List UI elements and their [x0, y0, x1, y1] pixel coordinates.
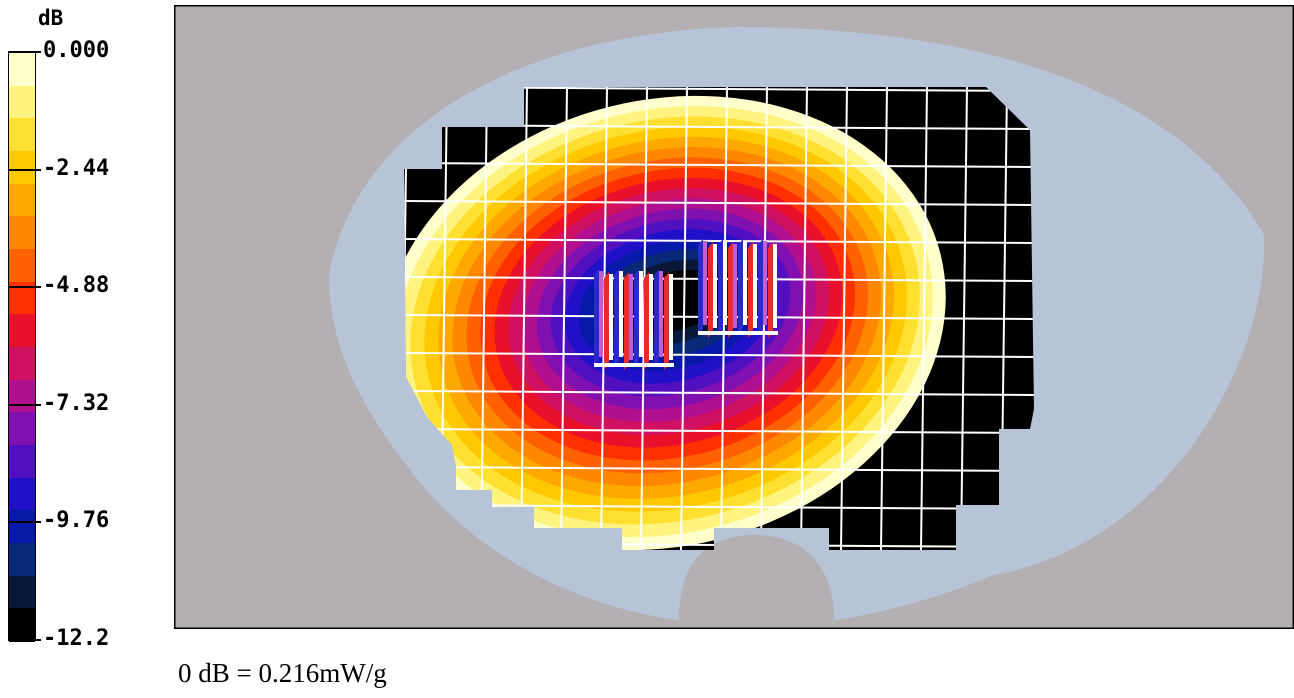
zoom-scan-bar	[758, 239, 763, 335]
zoom-scan-bar	[594, 269, 599, 367]
colorbar-band	[9, 183, 35, 218]
zoom-scan-bar-side	[773, 244, 777, 328]
sar-plot-area	[174, 5, 1294, 629]
colorbar-tick-label: -4.88	[43, 273, 110, 299]
colorbar-tick	[8, 639, 41, 641]
colorbar-band	[9, 445, 35, 479]
colorbar-tick-label: -7.32	[43, 390, 110, 416]
grid-line-horizontal	[404, 162, 1034, 168]
grid-line-horizontal	[404, 200, 1034, 206]
zoom-scan-bar	[634, 269, 639, 367]
sar-distribution-map	[174, 5, 1294, 629]
colorbar-band	[9, 477, 35, 512]
zoom-scan-bar-side	[713, 244, 717, 328]
zoom-scan-bar	[614, 269, 619, 367]
colorbar-band	[9, 118, 35, 152]
colorbar-band	[9, 379, 35, 414]
zoom-scan-bar-side	[763, 241, 767, 325]
reference-level-note: 0 dB = 0.216mW/g	[178, 658, 387, 688]
zoom-scan-bar	[604, 272, 609, 370]
zoom-scan-bar	[644, 272, 649, 370]
colorbar-band	[9, 412, 35, 446]
zoom-scan-bar-side	[599, 271, 603, 357]
grid-line-horizontal	[404, 390, 1034, 396]
zoom-scan-bar-side	[703, 241, 707, 325]
colorbar-tick-label: -2.44	[43, 155, 110, 181]
zoom-scan-base	[698, 331, 778, 335]
colorbar-band	[9, 85, 35, 120]
colorbar-tick-label: -9.76	[43, 508, 110, 534]
zoom-scan-bar-side	[733, 244, 737, 328]
colorbar-tick	[8, 286, 41, 289]
zoom-scan-bar-side	[609, 274, 613, 360]
colorbar-tick-label: 0.000	[43, 38, 110, 63]
grid-line-horizontal	[404, 238, 1034, 244]
colorbar-band	[9, 151, 35, 185]
zoom-scan-bar-side	[743, 241, 747, 325]
colorbar-band	[9, 608, 35, 642]
zoom-scan-bar	[664, 272, 669, 370]
zoom-scan-bar-side	[659, 271, 663, 357]
colorbar-tick	[8, 51, 41, 53]
colorbar-band	[9, 53, 35, 87]
grid-line-horizontal	[404, 428, 1034, 434]
grid-line-horizontal	[404, 352, 1034, 358]
colorbar-legend: dB 0.000 -2.44 -4.88 -7.32 -9.76 -12.2	[0, 0, 160, 660]
colorbar-band	[9, 216, 35, 250]
colorbar-band	[9, 347, 35, 381]
zoom-scan-bar	[624, 272, 629, 370]
zoom-scan-bar	[708, 242, 713, 338]
colorbar-band	[9, 543, 35, 577]
zoom-scan-markers	[594, 239, 778, 370]
colorbar-band	[9, 249, 35, 283]
grid-line-horizontal	[404, 504, 1034, 510]
colorbar-band	[9, 510, 35, 544]
zoom-scan-bar-side	[753, 244, 757, 328]
zoom-scan-bar	[654, 269, 659, 367]
zoom-scan-bar-side	[649, 274, 653, 360]
grid-line-horizontal	[404, 466, 1034, 472]
colorbar-tick	[8, 521, 41, 524]
colorbar	[8, 52, 36, 642]
zoom-scan-bar-side	[639, 271, 643, 357]
zoom-scan-bar	[718, 239, 723, 335]
colorbar-band	[9, 575, 35, 610]
colorbar-tick	[8, 403, 41, 406]
zoom-scan-bar	[728, 242, 733, 338]
zoom-scan-bar-side	[723, 241, 727, 325]
colorbar-tick-label: -12.2	[43, 626, 110, 651]
zoom-scan-bar-side	[629, 274, 633, 360]
zoom-scan-bar	[738, 239, 743, 335]
colorbar-unit-label: dB	[38, 6, 64, 30]
colorbar-band	[9, 314, 35, 348]
zoom-scan-bar	[748, 242, 753, 338]
zoom-scan-bar-side	[669, 274, 673, 360]
zoom-scan-bar	[768, 242, 773, 338]
zoom-scan-bar	[698, 239, 703, 335]
zoom-scan-base	[594, 363, 674, 367]
colorbar-tick	[8, 168, 41, 171]
zoom-scan-bar-side	[619, 271, 623, 357]
